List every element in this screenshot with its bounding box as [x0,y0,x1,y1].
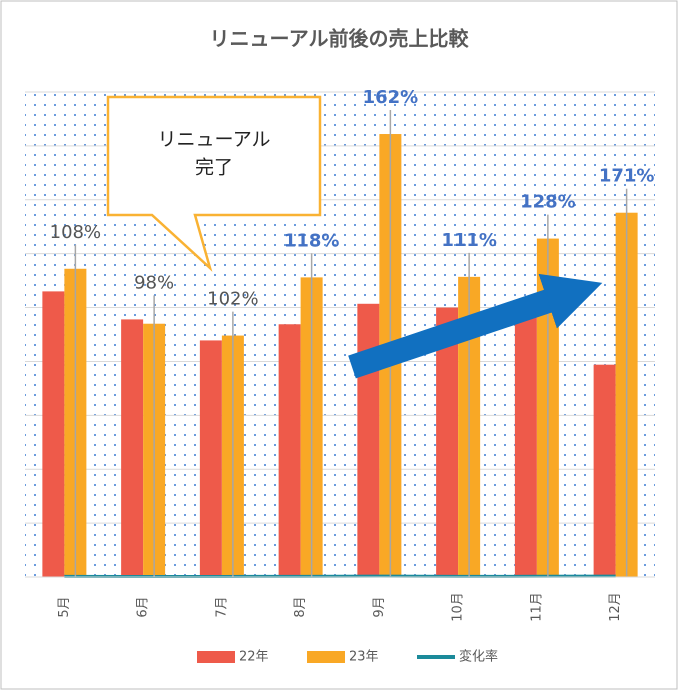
x-tick-label: 9月 [372,596,387,617]
x-tick-label: 11月 [529,592,544,622]
data-label: 118% [284,230,340,251]
annotation-text: 完了 [195,157,233,179]
data-label: 98% [134,272,174,293]
x-tick-label: 5月 [57,596,72,617]
data-label: 162% [363,87,419,108]
data-label: 111% [441,230,497,251]
bar [279,324,301,577]
x-tick-label: 10月 [451,592,466,622]
legend-swatch [197,651,235,663]
x-tick-label: 7月 [214,596,229,617]
data-label: 171% [599,166,655,187]
bar [515,313,537,577]
legend-label: 変化率 [459,649,498,665]
data-label: 108% [50,222,101,243]
x-tick-label: 8月 [293,596,308,617]
legend-label: 23年 [349,650,379,665]
bar [200,340,222,577]
annotation-text: リニューアル [157,129,270,151]
bar [121,319,143,577]
data-label: 102% [207,289,258,310]
data-label: 128% [520,192,576,213]
bar [42,291,64,577]
bar [594,365,616,577]
legend-label: 22年 [239,650,269,665]
x-tick-label: 6月 [136,596,151,617]
legend-swatch [307,651,345,663]
bar [357,304,379,577]
x-tick-label: 12月 [608,592,623,622]
chart-title: リニューアル前後の売上比較 [210,27,470,51]
